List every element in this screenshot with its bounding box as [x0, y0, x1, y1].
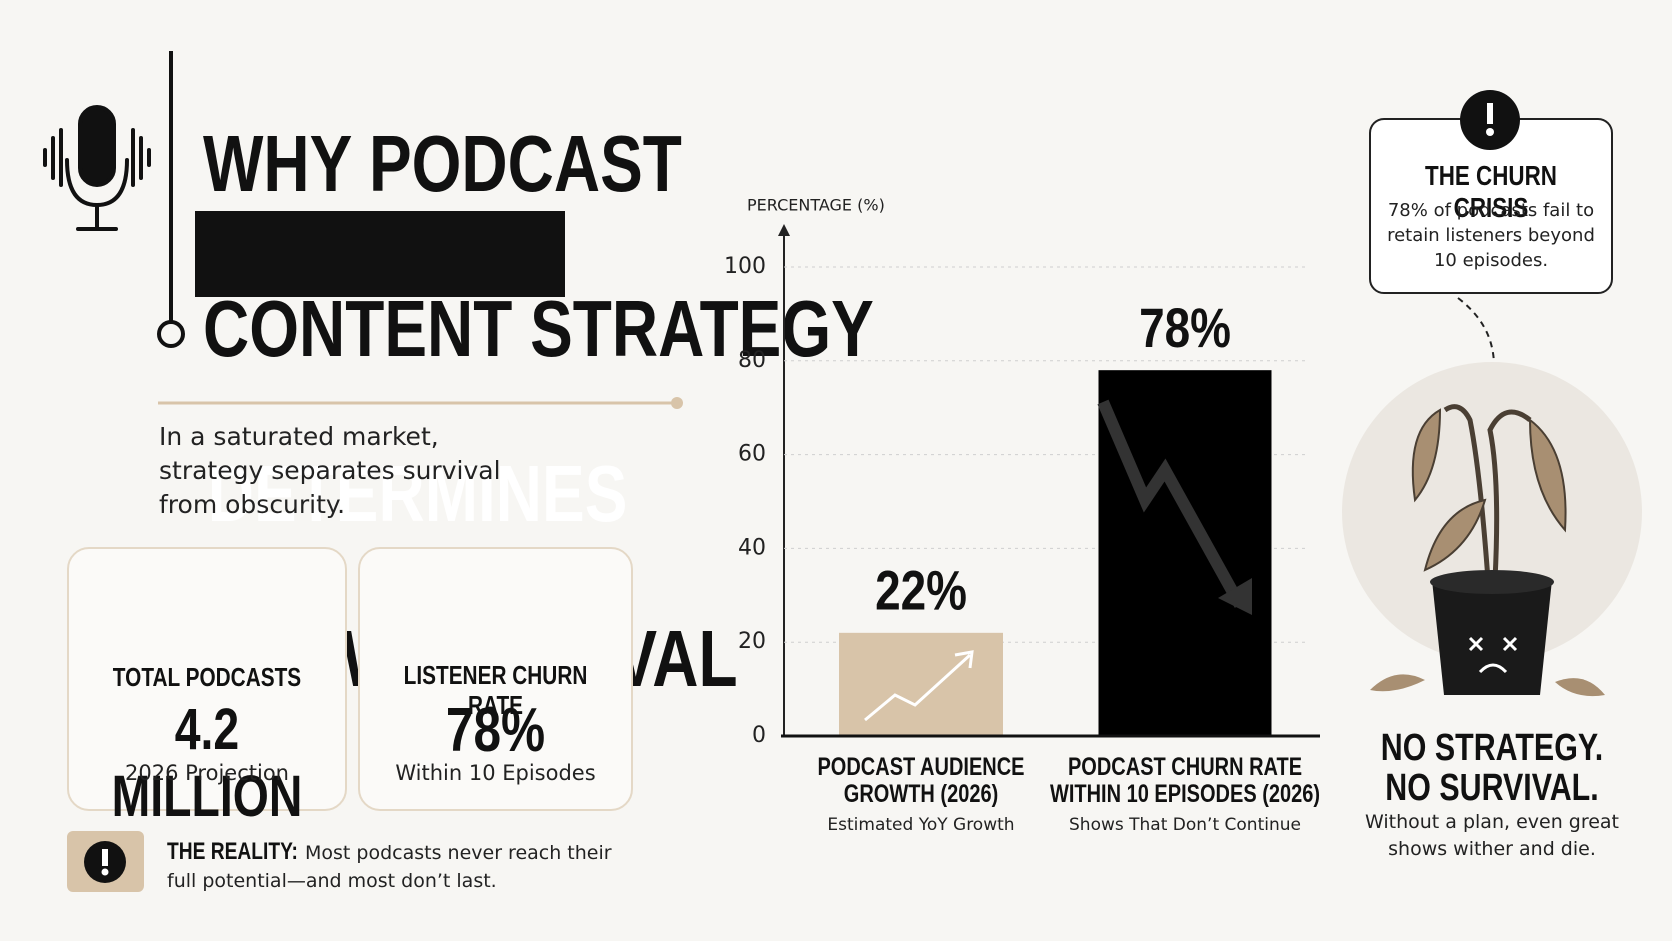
- exclaim-dot: [1486, 128, 1494, 136]
- y-tick-label: 20: [738, 629, 766, 654]
- stat-label: TOTAL PODCASTS: [112, 662, 302, 692]
- y-tick-label: 80: [738, 348, 766, 373]
- decline-glyph: [1097, 399, 1246, 608]
- callout-title: THE CHURN CRISIS: [1425, 160, 1557, 224]
- subtitle: In a saturated market, strategy separate…: [159, 422, 501, 519]
- title-line: DETERMINES: [207, 449, 628, 538]
- callout-text: 78% of podcasts fail to retain listeners…: [1387, 200, 1595, 271]
- y-tick-label: 40: [738, 535, 766, 560]
- title-highlight: [195, 211, 565, 297]
- callout-arrow: [1457, 297, 1495, 381]
- category-note: Estimated YoY Growth: [827, 815, 1015, 835]
- stat-note: Within 10 Episodes: [395, 761, 596, 785]
- y-tick-label: 0: [752, 723, 766, 748]
- growth-glyph: [864, 650, 974, 722]
- stat-value: 4.2 MILLION: [111, 697, 303, 829]
- decline-head: [1218, 578, 1252, 615]
- title-dot: [157, 320, 185, 348]
- y-axis-arrow: [778, 224, 790, 236]
- stat-card: LISTENER CHURN RATE 78% Within 10 Episod…: [358, 547, 633, 811]
- title-line: WHY PODCAST: [203, 119, 682, 208]
- y-tick-label: 100: [724, 254, 766, 279]
- x-tick-label: PODCAST AUDIENCE GROWTH (2026): [817, 753, 1025, 808]
- exclaim: [1487, 103, 1493, 124]
- stat-note: 2026 Projection: [125, 761, 289, 785]
- stat-label: LISTENER CHURN RATE: [403, 660, 588, 720]
- reality-lead: THE REALITY:: [167, 838, 298, 865]
- y-axis-label: PERCENTAGE (%): [747, 196, 885, 215]
- divider-dot: [671, 397, 683, 409]
- stat-card: TOTAL PODCASTS 4.2 MILLION 2026 Projecti…: [67, 547, 347, 829]
- exclaim: [102, 849, 108, 866]
- wilted-plant: [1370, 404, 1605, 697]
- reality-text: Most podcasts never reach their full pot…: [167, 842, 612, 892]
- value-label: 78%: [1139, 297, 1231, 359]
- category-note: Shows That Don’t Continue: [1069, 815, 1301, 835]
- mic-icon: [43, 105, 151, 231]
- y-tick-label: 60: [738, 442, 766, 467]
- bar: [1098, 370, 1272, 736]
- stat-value: 78%: [445, 696, 546, 765]
- value-label: 22%: [875, 559, 967, 621]
- title-line: CONTENT STRATEGY: [203, 284, 874, 373]
- exclaim-dot: [101, 868, 109, 876]
- bar: [839, 632, 1003, 736]
- closing-text: Without a plan, even great shows wither …: [1364, 811, 1620, 860]
- closing-headline: NO STRATEGY. NO SURVIVAL.: [1380, 727, 1604, 809]
- x-tick-label: PODCAST CHURN RATE WITHIN 10 EPISODES (2…: [1049, 753, 1321, 808]
